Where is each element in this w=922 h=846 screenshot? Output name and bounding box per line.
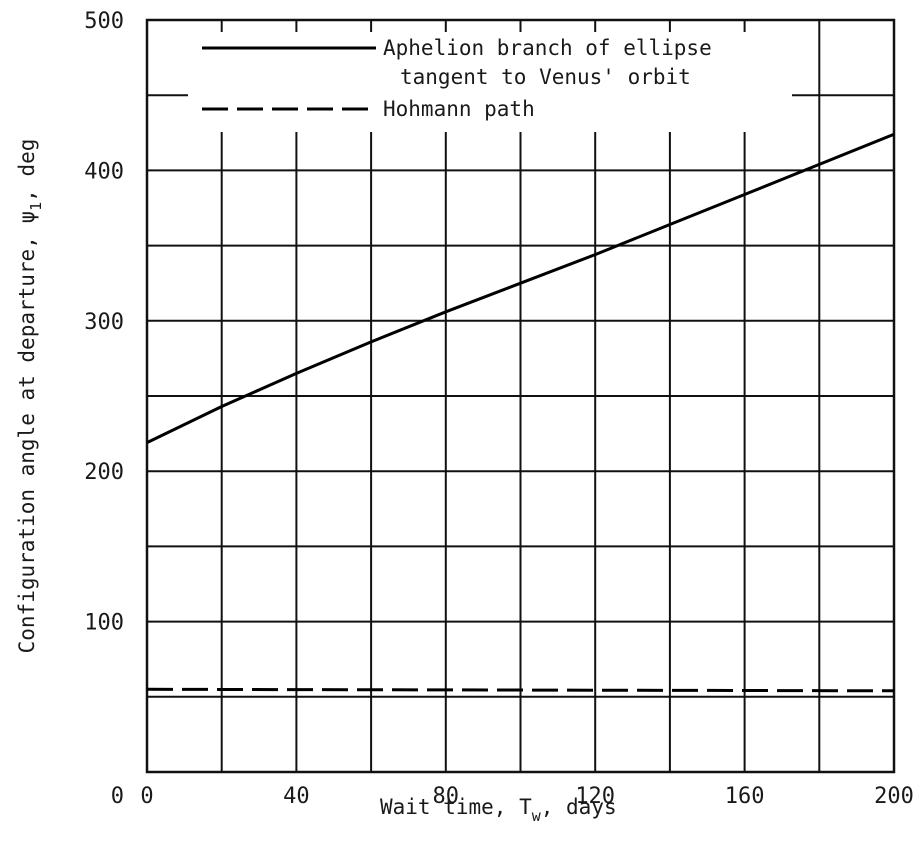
series-line-aphelion xyxy=(146,132,895,444)
y-tick-label: 300 xyxy=(84,310,124,335)
x-axis-title-main: Wait time, T xyxy=(380,795,532,819)
y-axis-title-subscript: 1 xyxy=(27,202,45,211)
legend: Aphelion branch of ellipse tangent to Ve… xyxy=(188,32,792,132)
x-tick-label: 200 xyxy=(874,784,914,809)
x-axis-title: Wait time, Tw, days xyxy=(380,795,617,825)
y-tick-label: 100 xyxy=(84,611,124,636)
legend-label-solid-line1: Aphelion branch of ellipse xyxy=(383,36,712,60)
tick-labels: 0 40 80 120 160 200 100 200 300 400 500 0 xyxy=(84,9,914,809)
legend-label-dashed: Hohmann path xyxy=(383,97,535,121)
y-axis-title-suffix: , deg xyxy=(15,139,39,202)
x-axis-title-subscript: w xyxy=(532,807,542,825)
y-axis-title-main: Configuration angle at departure, ψ xyxy=(15,211,39,654)
x-tick-label: 80 xyxy=(433,784,460,809)
x-tick-label: 120 xyxy=(575,784,615,809)
y-tick-label: 200 xyxy=(84,460,124,485)
y-tick-label: 400 xyxy=(84,159,124,184)
x-tick-label: 0 xyxy=(140,784,153,809)
grid xyxy=(147,20,894,772)
origin-tick-label: 0 xyxy=(111,784,124,809)
series xyxy=(146,132,895,693)
x-axis-title-suffix: , days xyxy=(541,795,617,819)
y-tick-label: 500 xyxy=(84,9,124,34)
x-tick-label: 160 xyxy=(725,784,765,809)
plot-frame xyxy=(145,18,896,774)
legend-label-solid-line2: tangent to Venus' orbit xyxy=(400,65,691,89)
x-tick-label: 40 xyxy=(283,784,310,809)
y-axis-title: Configuration angle at departure, ψ1, de… xyxy=(15,139,45,654)
series-line-hohmann xyxy=(146,687,895,693)
